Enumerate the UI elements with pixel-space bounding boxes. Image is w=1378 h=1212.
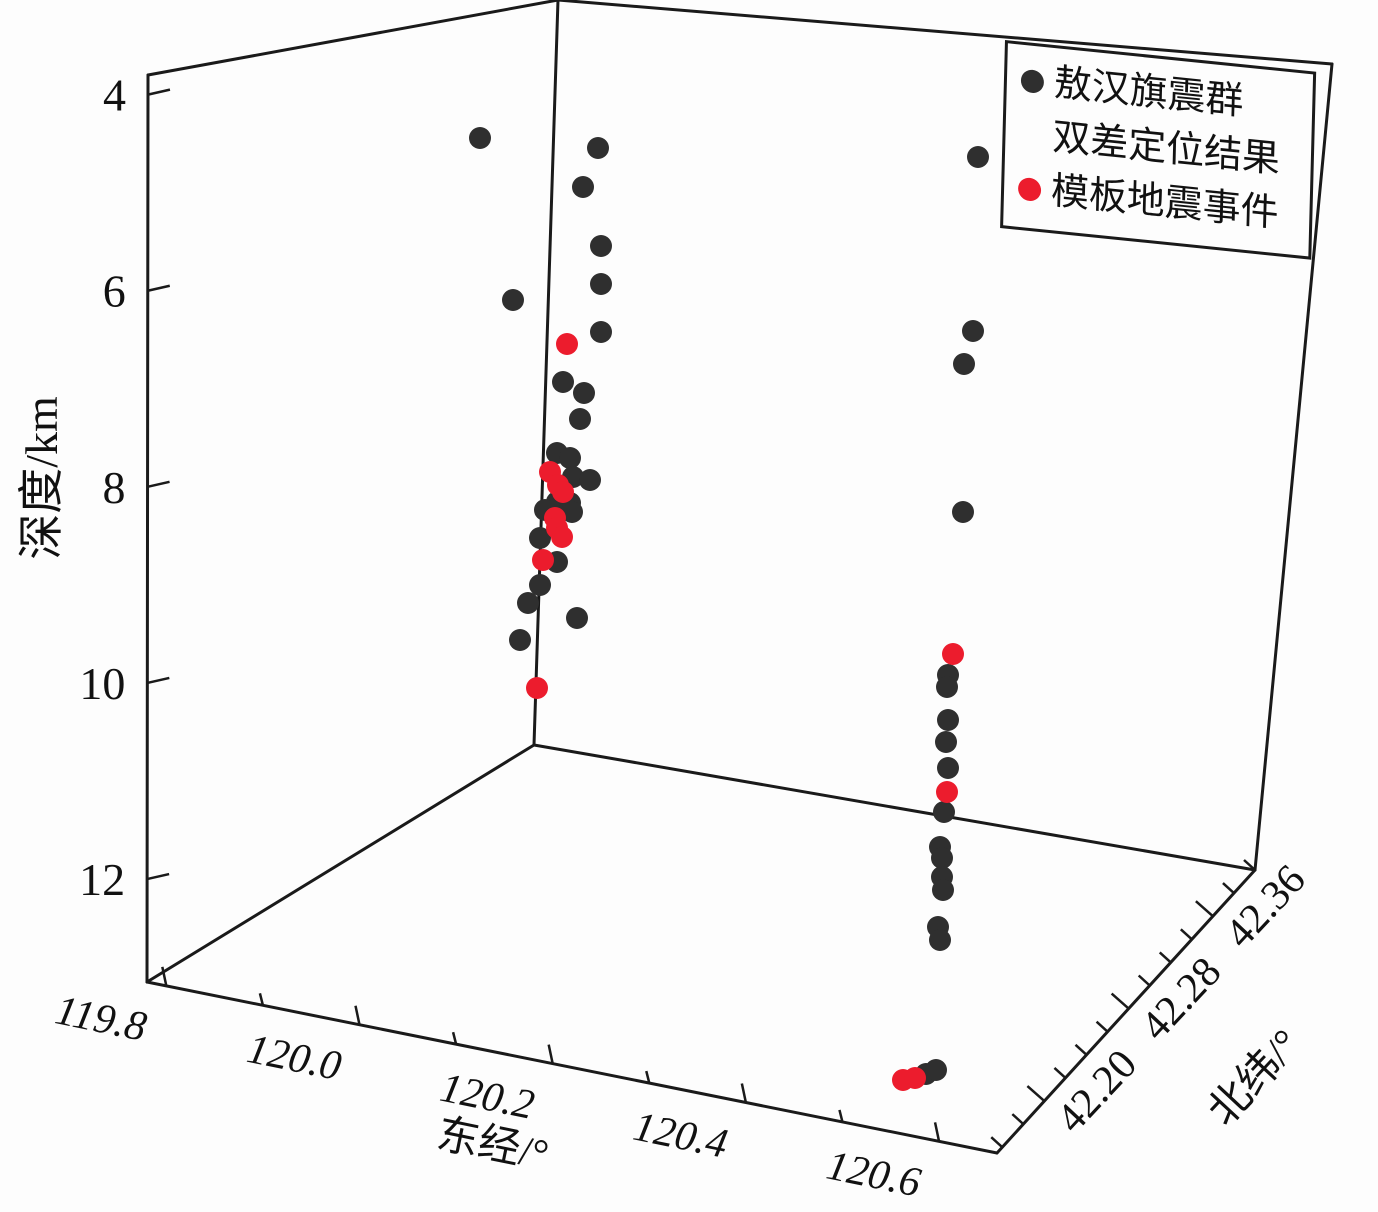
scatter-point — [502, 289, 524, 311]
scatter-point — [933, 801, 955, 823]
y-major-tick — [1110, 992, 1130, 1010]
scatter-point — [952, 501, 974, 523]
box-edge — [532, 743, 1257, 872]
scatter-point — [935, 731, 957, 753]
x-major-tick — [740, 1083, 748, 1103]
scatter-point — [552, 481, 574, 503]
z-tick-label: 8 — [103, 462, 126, 513]
y-axis-title: 北纬/° — [1200, 1021, 1310, 1135]
legend: 敖汉旗震群 双差定位结果 模板地震事件 — [1000, 40, 1317, 260]
scatter-point — [590, 321, 612, 343]
z-major-tick — [147, 676, 170, 685]
scatter-point — [551, 526, 573, 548]
y-major-tick — [1195, 900, 1214, 918]
x-tick-label: 120.6 — [823, 1143, 925, 1207]
z-major-tick — [147, 284, 171, 292]
scatter-point — [556, 333, 578, 355]
x-minor-tick — [645, 1070, 651, 1084]
scatter-point — [929, 929, 951, 951]
box-edge — [532, 0, 560, 747]
z-axis-title: 深度/km — [16, 396, 67, 560]
scatter-point — [572, 176, 594, 198]
box-edge — [995, 868, 1257, 1155]
box-edge — [146, 0, 560, 77]
red-dot-icon — [1017, 176, 1042, 202]
x-major-tick — [933, 1122, 941, 1142]
scatter-point — [573, 382, 595, 404]
y-minor-tick — [1222, 882, 1235, 895]
box-edge — [145, 980, 999, 1155]
x-tick-label: 119.8 — [52, 987, 151, 1050]
y-minor-tick — [1095, 1020, 1109, 1033]
x-major-tick — [547, 1044, 554, 1064]
x-minor-tick — [838, 1109, 844, 1123]
y-major-tick — [1026, 1085, 1046, 1102]
scatter-point — [509, 629, 531, 651]
scatter-point — [529, 574, 551, 596]
scatter-point — [925, 1059, 947, 1081]
z-major-tick — [146, 872, 170, 881]
z-tick-label: 12 — [79, 854, 125, 905]
z-tick-label: 6 — [103, 266, 126, 317]
black-dot-icon — [1020, 68, 1045, 94]
z-major-tick — [147, 88, 171, 96]
y-minor-tick — [1137, 974, 1151, 987]
scatter-point — [936, 781, 958, 803]
box-edge — [1253, 62, 1334, 872]
scatter-point — [526, 677, 548, 699]
scatter-point — [559, 447, 581, 469]
x-major-tick — [161, 966, 168, 987]
scatter-point — [590, 273, 612, 295]
y-minor-tick — [990, 1136, 1004, 1149]
scatter-point — [587, 137, 609, 159]
scatter-point — [931, 847, 953, 869]
scatter-point — [579, 469, 601, 491]
z-tick-label: 10 — [79, 658, 125, 709]
y-tick-label: 42.20 — [1048, 1041, 1146, 1141]
scatter-point — [942, 643, 964, 665]
scatter-point — [904, 1067, 926, 1089]
scatter-point — [937, 709, 959, 731]
y-minor-tick — [1179, 928, 1193, 941]
scatter-point — [932, 879, 954, 901]
y-minor-tick — [1243, 859, 1256, 871]
scatter-point — [569, 408, 591, 430]
scatter-point — [937, 757, 959, 779]
z-tick-label: 4 — [103, 70, 126, 121]
x-major-tick — [354, 1005, 361, 1026]
scatter-point — [590, 235, 612, 257]
scatter-point — [529, 527, 551, 549]
box-edge — [145, 743, 536, 984]
x-minor-tick — [451, 1031, 458, 1045]
y-minor-tick — [1074, 1043, 1088, 1056]
legend-marker-spacer — [1019, 122, 1043, 147]
x-tick-label: 120.4 — [630, 1104, 732, 1168]
y-minor-tick — [1158, 951, 1172, 964]
scatter-point — [953, 353, 975, 375]
x-tick-label: 120.0 — [243, 1026, 345, 1090]
scatter-point — [566, 607, 588, 629]
box-edge — [145, 73, 150, 984]
y-tick-label: 42.36 — [1217, 857, 1315, 957]
scatter-point — [552, 371, 574, 393]
scatter-point — [517, 592, 539, 614]
z-major-tick — [147, 480, 170, 489]
scatter-point — [469, 127, 491, 149]
y-minor-tick — [1053, 1066, 1067, 1079]
scatter-point — [936, 676, 958, 698]
box-edge — [556, 0, 1334, 66]
scatter-point — [561, 501, 583, 523]
scatter-point — [962, 320, 984, 342]
scatter-point — [967, 146, 989, 168]
x-minor-tick — [258, 993, 265, 1006]
scatter-point — [532, 549, 554, 571]
y-minor-tick — [1011, 1113, 1025, 1126]
y-tick-label: 42.28 — [1132, 949, 1230, 1049]
